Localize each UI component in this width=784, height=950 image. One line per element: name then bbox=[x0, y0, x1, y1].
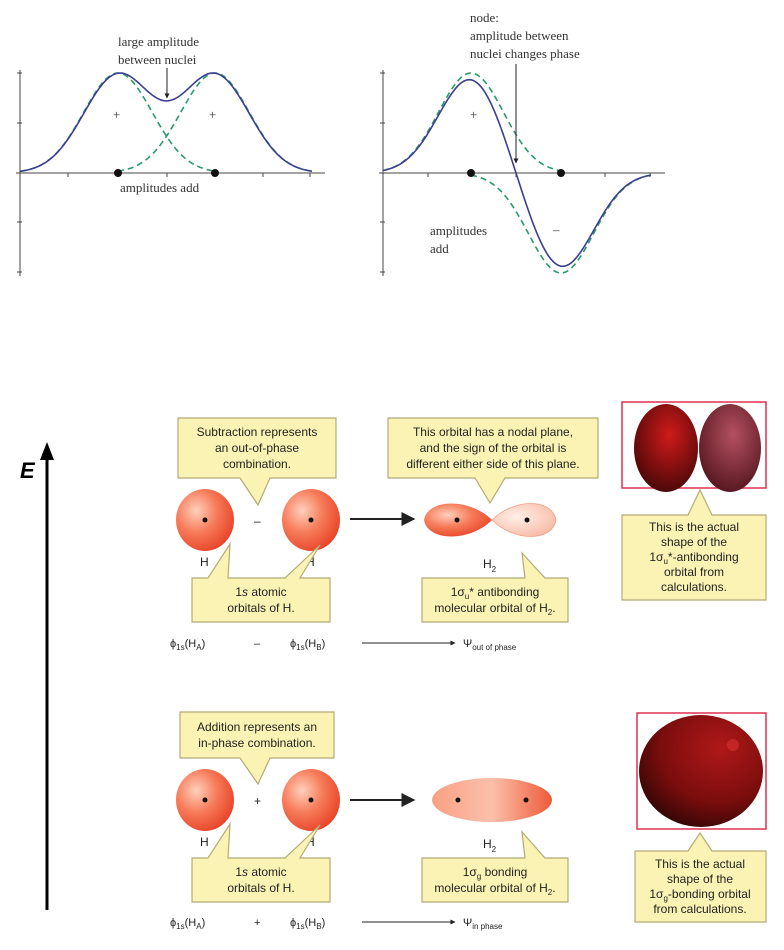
molecule-label: H2 bbox=[483, 837, 497, 854]
plot-axes bbox=[16, 70, 325, 276]
nucleus-dot bbox=[454, 517, 460, 523]
callout-text: shape of the bbox=[661, 535, 727, 549]
component-wave-b bbox=[470, 174, 652, 274]
callout-text: 1s atomic bbox=[235, 585, 286, 599]
callout-text: Subtraction represents bbox=[197, 425, 318, 439]
svg-text:Ψout of phase: Ψout of phase bbox=[463, 638, 517, 652]
callout-nodal-plane bbox=[387, 417, 599, 505]
callout-text: an out-of-phase bbox=[215, 441, 299, 455]
frame-clip bbox=[621, 390, 767, 401]
callout-text: combination. bbox=[223, 457, 291, 471]
calculated-antibonding-lobe bbox=[699, 404, 761, 492]
callout-text: calculations. bbox=[661, 580, 727, 594]
nucleus-dot bbox=[114, 169, 122, 177]
nucleus-dot bbox=[308, 797, 314, 803]
svg-text:ϕ1s(HA): ϕ1s(HA) bbox=[170, 638, 205, 652]
bonding-amplitude-plot: large amplitude between nuclei + + ampli… bbox=[16, 34, 325, 276]
callout-antibonding-mo bbox=[421, 551, 569, 623]
callout-text: orbital from bbox=[664, 565, 724, 579]
nucleus-dot bbox=[308, 517, 314, 523]
callout-text: 1s atomic bbox=[235, 865, 286, 879]
callout-text: orbitals of H. bbox=[227, 601, 294, 615]
plus-sign: + bbox=[470, 107, 477, 122]
plot-axes bbox=[379, 70, 665, 276]
callout-atomic-orbitals bbox=[191, 541, 331, 623]
operator: + bbox=[254, 794, 261, 808]
svg-text:ϕ1s(HB): ϕ1s(HB) bbox=[290, 638, 325, 652]
callout-combination bbox=[177, 417, 337, 507]
minus-sign: – bbox=[552, 222, 560, 237]
svg-text:ϕ1s(HB): ϕ1s(HB) bbox=[290, 917, 325, 931]
atom-label: H bbox=[200, 555, 209, 569]
operator: – bbox=[254, 514, 261, 528]
annotation-line: node: bbox=[470, 10, 499, 25]
annotation-line: large amplitude bbox=[118, 34, 199, 49]
amplitudes-add-label: amplitudes bbox=[430, 223, 487, 238]
energy-axis-arrowhead bbox=[40, 442, 54, 460]
callout-text: orbitals of H. bbox=[227, 881, 294, 895]
nucleus-dot bbox=[202, 797, 208, 803]
nucleus-dot bbox=[524, 517, 530, 523]
callout-text: 1σg bonding bbox=[463, 865, 528, 881]
energy-label: E bbox=[20, 458, 36, 483]
annotation-line: amplitude between bbox=[470, 28, 569, 43]
callout-text: from calculations. bbox=[653, 902, 746, 916]
callout-atomic-orbitals bbox=[191, 821, 331, 903]
callout-bonding-mo bbox=[421, 830, 569, 903]
callout-text: 1σu*-antibonding bbox=[649, 550, 738, 566]
annotation-line: nuclei changes phase bbox=[470, 46, 580, 61]
highlight bbox=[727, 739, 739, 751]
calculated-bonding-orbital bbox=[639, 715, 763, 827]
callout-text: Addition represents an bbox=[197, 720, 317, 734]
svg-text:Ψin phase: Ψin phase bbox=[463, 917, 503, 931]
plus-sign: + bbox=[113, 107, 120, 122]
bonding-row: Addition represents an in-phase combinat… bbox=[170, 711, 767, 931]
callout-text: 1σg-bonding orbital bbox=[649, 887, 750, 903]
callout-text: 1σu* antibonding bbox=[451, 585, 540, 601]
nucleus-dot bbox=[455, 797, 461, 803]
callout-actual-shape bbox=[621, 488, 767, 601]
callout-text: molecular orbital of H2. bbox=[434, 881, 555, 897]
nucleus-dot bbox=[211, 169, 219, 177]
callout-text: molecular orbital of H2. bbox=[434, 601, 555, 617]
combined-wave bbox=[19, 72, 313, 173]
bonding-orbital bbox=[432, 778, 552, 822]
nucleus-dot bbox=[202, 517, 208, 523]
antibonding-lobe-right bbox=[491, 503, 557, 537]
callout-text: different either side of this plane. bbox=[406, 457, 579, 471]
svg-text:–: – bbox=[254, 638, 261, 650]
svg-text:ϕ1s(HA): ϕ1s(HA) bbox=[170, 917, 205, 931]
callout-combination bbox=[179, 711, 335, 786]
annotation-line: between nuclei bbox=[118, 52, 197, 67]
component-wave-a bbox=[19, 72, 215, 173]
combined-wave bbox=[382, 78, 652, 268]
callout-text: This is the actual bbox=[655, 857, 745, 871]
amplitudes-add-label: add bbox=[430, 241, 449, 256]
component-wave-b bbox=[117, 72, 313, 172]
callout-text: This is the actual bbox=[649, 520, 739, 534]
callout-text: in-phase combination. bbox=[198, 736, 315, 750]
calculated-antibonding-lobe bbox=[634, 404, 698, 492]
amplitudes-add-label: amplitudes add bbox=[120, 180, 200, 195]
callout-text: and the sign of the orbital is bbox=[420, 441, 567, 455]
equation: ϕ1s(HA) + ϕ1s(HB) Ψin phase bbox=[170, 917, 503, 931]
callout-text: This orbital has a nodal plane, bbox=[413, 425, 573, 439]
antibonding-row: Subtraction represents an out-of-phase c… bbox=[170, 390, 767, 652]
nucleus-dot bbox=[467, 169, 475, 177]
atom-label: H bbox=[200, 835, 209, 849]
molecule-label: H2 bbox=[483, 557, 497, 574]
callout-actual-shape bbox=[634, 831, 767, 923]
plus-sign: + bbox=[209, 107, 216, 122]
nucleus-dot bbox=[523, 797, 529, 803]
svg-text:+: + bbox=[254, 917, 260, 929]
equation: ϕ1s(HA) – ϕ1s(HB) Ψout of phase bbox=[170, 638, 517, 652]
nucleus-dot bbox=[557, 169, 565, 177]
antibonding-amplitude-plot: node: amplitude between nuclei changes p… bbox=[379, 10, 665, 276]
callout-text: shape of the bbox=[667, 872, 733, 886]
